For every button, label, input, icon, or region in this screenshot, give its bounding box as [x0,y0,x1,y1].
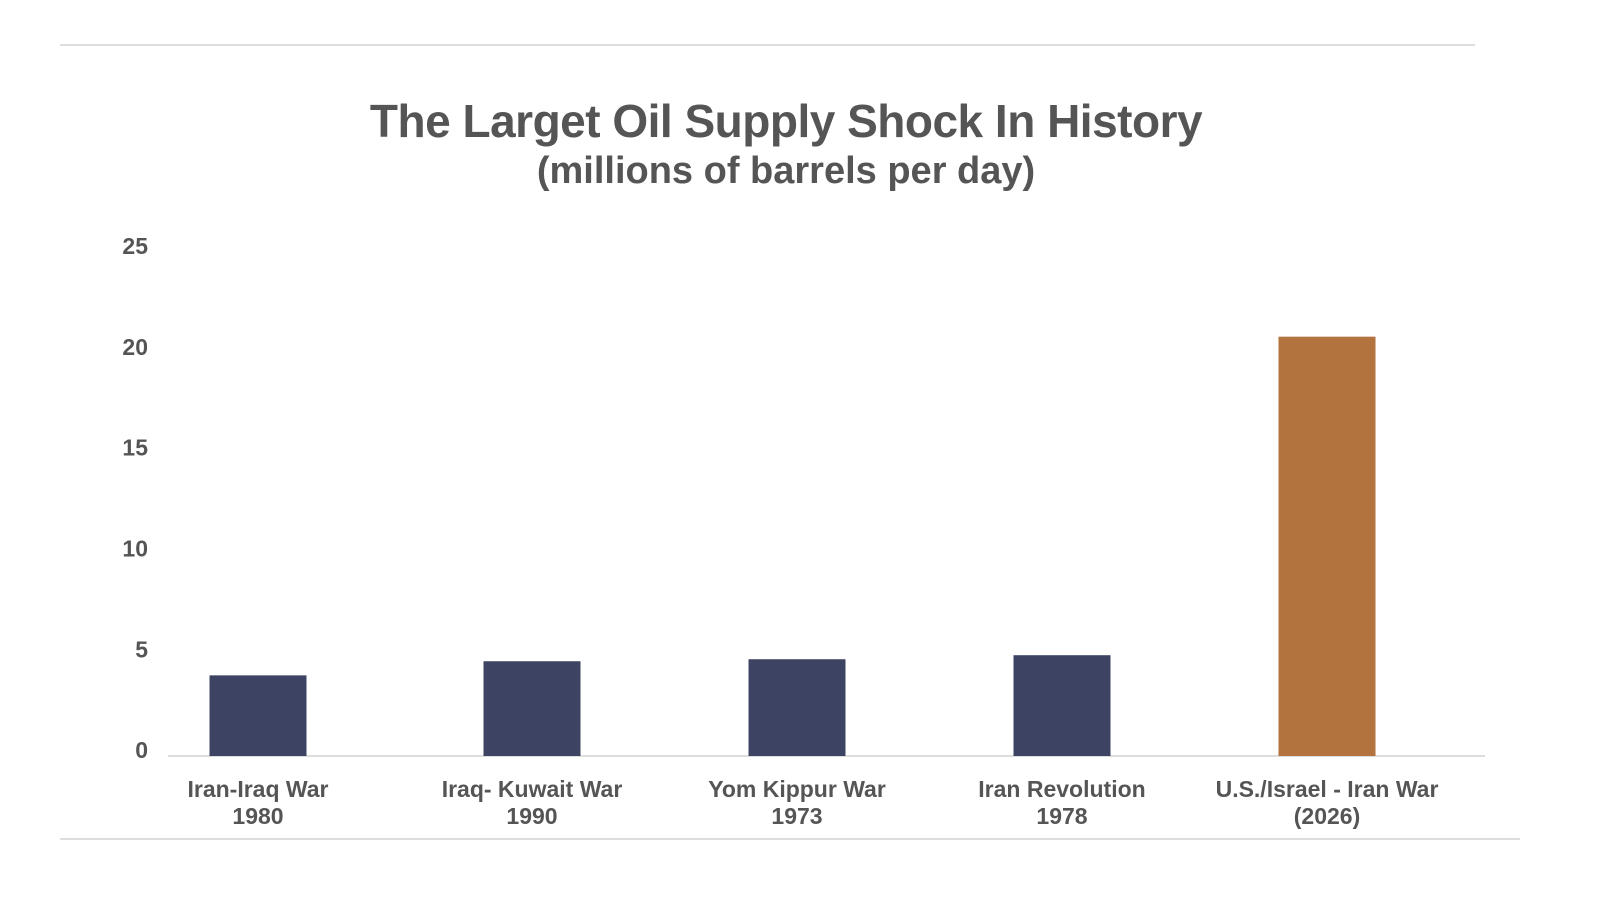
top-divider [60,44,1475,46]
y-tick-label: 0 [135,737,148,763]
x-category-label: U.S./Israel - Iran War [1216,776,1439,802]
bar [1013,655,1111,756]
x-category-label: Yom Kippur War [708,776,886,802]
bar [1278,336,1376,756]
y-tick-label: 20 [122,334,148,360]
x-category-label: 1973 [771,803,822,829]
x-category-label: Iran Revolution [978,776,1145,802]
bar [748,659,846,756]
x-category-label: Iraq- Kuwait War [442,776,623,802]
y-tick-label: 5 [135,636,148,662]
x-category-label: (2026) [1294,803,1360,829]
x-category-label: 1978 [1036,803,1087,829]
bar [209,675,307,756]
chart-subtitle: (millions of barrels per day) [536,150,1036,192]
y-tick-label: 25 [122,233,148,259]
x-category-label: Iran-Iraq War [187,776,328,802]
bars [209,336,1376,756]
y-tick-label: 10 [122,535,148,561]
bar [483,661,581,756]
chart-title: The Larget Oil Supply Shock In History [369,95,1203,147]
x-category-label: 1990 [506,803,557,829]
bottom-divider [60,838,1520,840]
y-axis: 0 5 10 15 20 25 [122,233,148,763]
x-category-label: 1980 [232,803,283,829]
y-tick-label: 15 [122,435,148,461]
